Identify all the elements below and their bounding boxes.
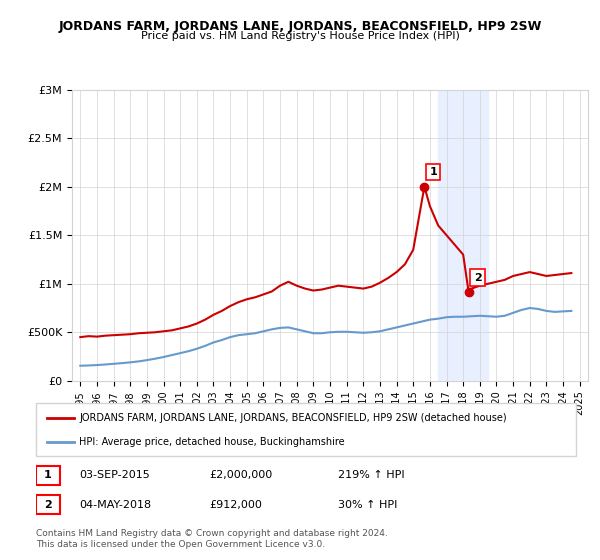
Text: Price paid vs. HM Land Registry's House Price Index (HPI): Price paid vs. HM Land Registry's House … [140, 31, 460, 41]
Text: HPI: Average price, detached house, Buckinghamshire: HPI: Average price, detached house, Buck… [79, 436, 345, 446]
FancyBboxPatch shape [36, 496, 60, 514]
Text: 1: 1 [430, 167, 437, 177]
Text: Contains HM Land Registry data © Crown copyright and database right 2024.
This d: Contains HM Land Registry data © Crown c… [36, 529, 388, 549]
FancyBboxPatch shape [36, 466, 60, 484]
Text: 30% ↑ HPI: 30% ↑ HPI [338, 500, 398, 510]
Text: 2: 2 [44, 500, 52, 510]
Bar [438, 90, 488, 381]
Text: 03-SEP-2015: 03-SEP-2015 [79, 470, 150, 480]
Text: 1: 1 [44, 470, 52, 480]
Text: 2: 2 [473, 273, 481, 283]
Text: £2,000,000: £2,000,000 [209, 470, 272, 480]
Text: 04-MAY-2018: 04-MAY-2018 [79, 500, 151, 510]
Text: £912,000: £912,000 [209, 500, 262, 510]
FancyBboxPatch shape [36, 403, 576, 456]
Text: 219% ↑ HPI: 219% ↑ HPI [338, 470, 405, 480]
Text: JORDANS FARM, JORDANS LANE, JORDANS, BEACONSFIELD, HP9 2SW: JORDANS FARM, JORDANS LANE, JORDANS, BEA… [58, 20, 542, 32]
Text: JORDANS FARM, JORDANS LANE, JORDANS, BEACONSFIELD, HP9 2SW (detached house): JORDANS FARM, JORDANS LANE, JORDANS, BEA… [79, 413, 507, 423]
